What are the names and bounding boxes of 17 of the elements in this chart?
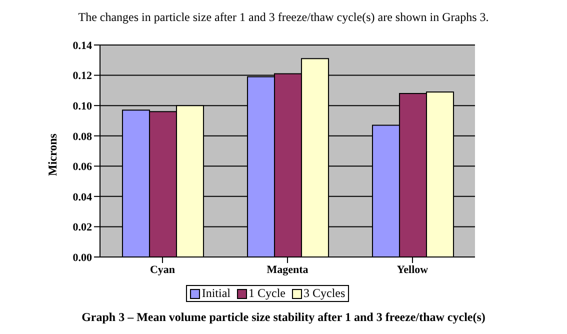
x-tick-label: Cyan — [150, 264, 176, 276]
y-tick-label: 0.14 — [72, 40, 92, 52]
y-tick-label: 0.04 — [72, 191, 92, 204]
legend-label: Initial — [200, 286, 230, 301]
legend-label: 3 Cycles — [302, 286, 346, 301]
legend-label: 1 Cycle — [248, 286, 286, 301]
x-tick-label: Magenta — [266, 264, 309, 276]
y-tick-label: 0.00 — [72, 252, 92, 264]
chart-title: The changes in particle size after 1 and 3 freeze/thaw cycle(s) are shown in Graphs 3. — [77, 10, 490, 25]
caption: Graph 3 – Mean volume particle size stability after 1 and 3 freeze/thaw cycle(s) — [80, 310, 486, 325]
y-tick-label: 0.12 — [72, 70, 92, 82]
x-tick-label: Yellow — [396, 264, 428, 276]
y-tick-label: 0.02 — [72, 222, 92, 234]
y-tick-label: 0.06 — [72, 161, 92, 174]
y-tick-label: 0.10 — [72, 100, 92, 112]
y-tick-label: 0.08 — [72, 130, 92, 143]
y-axis-title: Microns — [45, 133, 60, 176]
